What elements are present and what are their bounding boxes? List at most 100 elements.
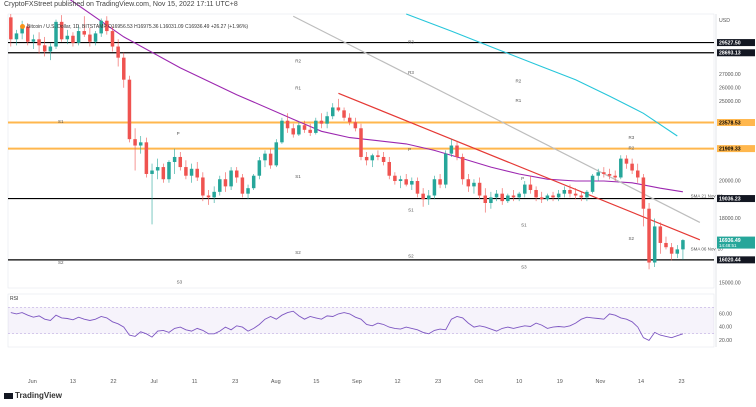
candle-body	[528, 184, 533, 191]
candle-body	[246, 188, 250, 194]
candle-body	[325, 116, 329, 124]
pivot-label: R2	[515, 79, 521, 84]
x-tick-label: Aug	[271, 379, 281, 385]
candle-body	[545, 195, 550, 200]
symbol-text: Bitcoin / U.S. Dollar, 1D, BITSTAMP O169…	[27, 24, 249, 30]
candle-body	[127, 79, 132, 140]
x-tick-label: 23	[232, 379, 238, 385]
candle-body	[449, 145, 454, 154]
candle-body	[675, 249, 680, 254]
symbol-legend: Bitcoin / U.S. Dollar, 1D, BITSTAMP O169…	[20, 24, 248, 30]
brand-text: TradingView	[15, 391, 62, 400]
candle-body	[76, 31, 81, 43]
candle-body	[268, 153, 273, 166]
pivot-label: S3	[177, 279, 183, 284]
candle-body	[596, 172, 600, 176]
candle-body	[31, 39, 36, 42]
candle-body	[116, 46, 120, 58]
candle-body	[93, 33, 98, 42]
candle-body	[602, 172, 606, 174]
price-badge-sub: 14:48:51	[719, 243, 737, 248]
x-tick-label: Jun	[28, 379, 37, 385]
x-tick-label: 22	[110, 379, 116, 385]
candle-body	[466, 179, 471, 187]
candle-body	[517, 193, 521, 198]
price-badge-label: 23578.53	[719, 120, 741, 126]
candle-body	[590, 175, 595, 192]
candle-body	[71, 35, 75, 43]
x-tick-label: 13	[70, 379, 76, 385]
trendline	[338, 92, 701, 241]
candle-body	[472, 182, 476, 187]
candle-body	[144, 142, 149, 174]
pivot-label: P	[177, 131, 180, 136]
candle-body	[274, 142, 279, 166]
y-tick-label: 27000.00	[719, 72, 741, 78]
rsi-tick-label: 60.00	[719, 311, 732, 317]
y-tick-label: 18000.00	[719, 216, 741, 222]
candle-body	[347, 117, 352, 123]
candle-body	[681, 240, 685, 250]
pivot-label: S3	[521, 264, 527, 269]
pivot-label: S1	[58, 119, 64, 124]
x-tick-label: 12	[394, 379, 400, 385]
candle-body	[285, 120, 290, 129]
candle-body	[370, 155, 375, 161]
x-tick-label: 10	[516, 379, 522, 385]
candle-body	[523, 184, 527, 194]
candle-body	[161, 167, 166, 180]
candle-body	[234, 170, 239, 178]
candle-body	[223, 179, 228, 187]
candle-body	[669, 247, 674, 254]
price-badge	[717, 236, 755, 249]
price-badge-label: 21909.33	[719, 146, 741, 152]
price-badge	[717, 145, 755, 153]
candle-body	[500, 193, 504, 202]
candle-body	[664, 242, 668, 248]
x-tick-label: 23	[435, 379, 441, 385]
pivot-label: S1	[295, 174, 301, 179]
candle-body	[336, 107, 341, 111]
candle-body	[54, 21, 58, 47]
candle-body	[218, 179, 222, 192]
candle-body	[483, 195, 488, 203]
y-tick-label: 15000.00	[719, 281, 741, 287]
candle-body	[381, 156, 386, 162]
candle-body	[319, 120, 324, 124]
candle-body	[619, 158, 623, 178]
candle-body	[14, 33, 19, 40]
rsi-title: RSI	[10, 296, 18, 302]
candle-body	[652, 226, 657, 263]
candle-body	[308, 129, 312, 133]
trendline	[292, 15, 701, 223]
candle-body	[432, 179, 437, 196]
candle-body	[353, 122, 358, 129]
pivot-label: R3	[628, 135, 634, 140]
candle-body	[257, 160, 262, 176]
candle-body	[376, 155, 380, 157]
tradingview-icon	[4, 392, 13, 399]
price-badge-label: 16020.44	[719, 258, 741, 264]
candle-body	[82, 31, 86, 35]
moving-average-line	[69, 0, 683, 193]
rsi-tick-label: 20.00	[719, 338, 732, 344]
plot-frame	[7, 13, 715, 289]
pivot-label: S1	[408, 208, 414, 213]
bitcoin-icon	[20, 24, 25, 30]
rsi-band	[8, 307, 714, 334]
candle-body	[42, 45, 47, 52]
y-tick-label: USD	[719, 18, 730, 24]
x-tick-label: 23	[678, 379, 684, 385]
candle-body	[415, 181, 420, 194]
candle-body	[48, 46, 53, 52]
candle-body	[314, 120, 318, 133]
y-tick-label: 20000.00	[719, 179, 741, 185]
pivot-label: R1	[515, 98, 521, 103]
candle-body	[607, 173, 612, 176]
candle-body	[630, 163, 634, 171]
candle-body	[251, 175, 256, 189]
x-tick-label: Nov	[596, 379, 606, 385]
candle-body	[387, 161, 391, 176]
candle-body	[195, 168, 199, 178]
pivot-label: P	[521, 176, 524, 181]
